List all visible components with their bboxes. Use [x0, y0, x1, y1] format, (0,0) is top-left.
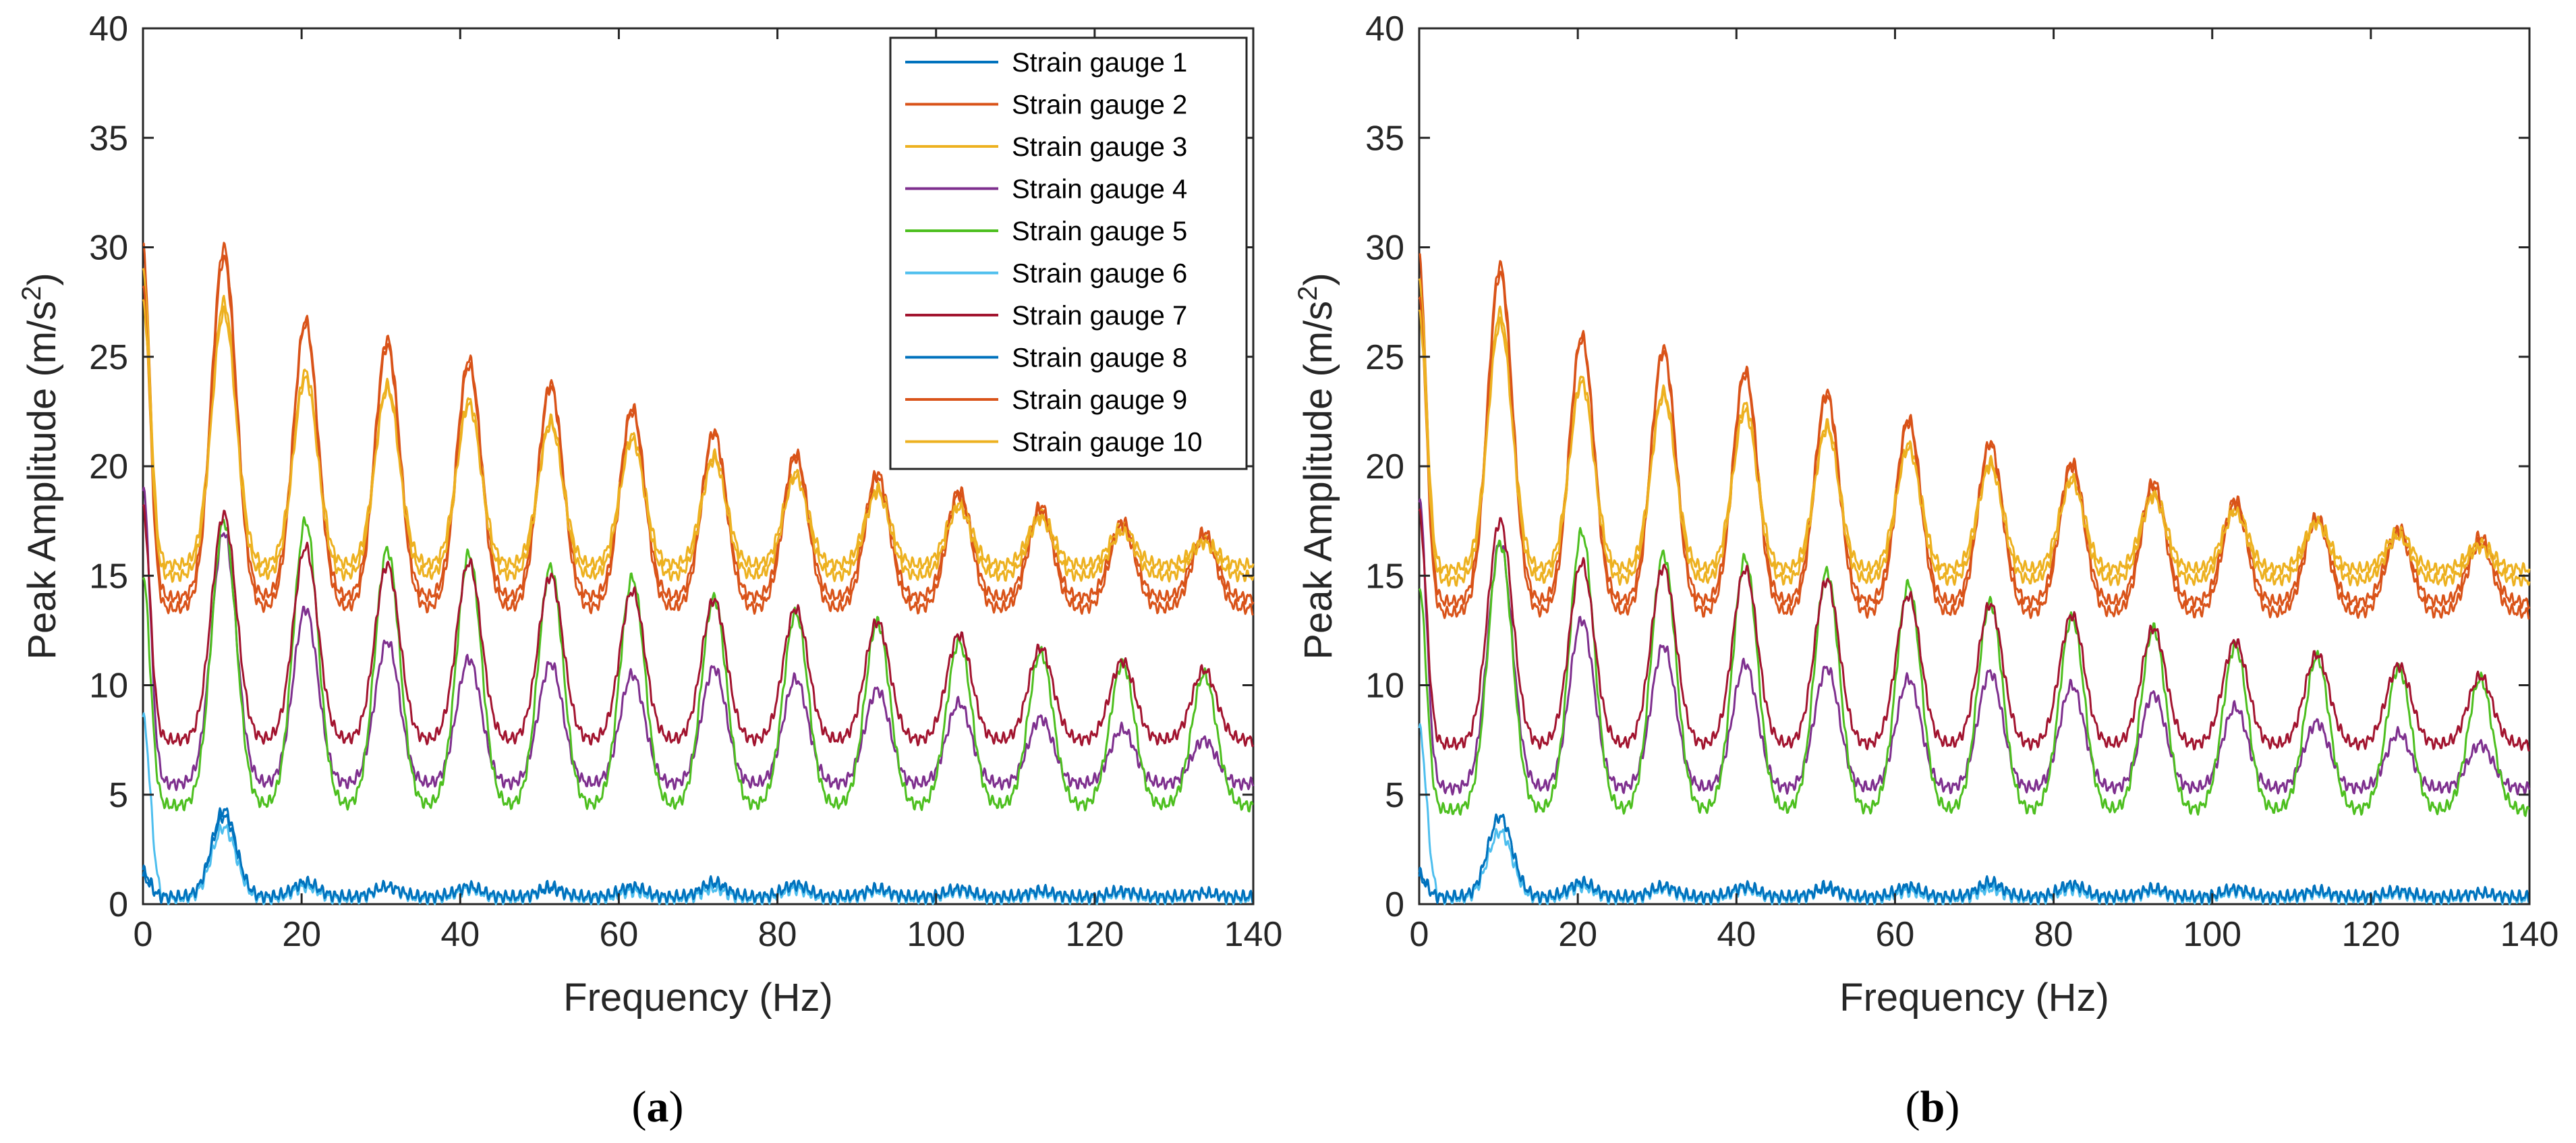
- series-line-strain-gauge-2: [1419, 253, 2531, 609]
- legend-label-strain-gauge-9: Strain gauge 9: [1012, 385, 1187, 415]
- series-line-strain-gauge-8: [142, 807, 1255, 904]
- y-tick-label: 5: [1385, 776, 1404, 815]
- y-axis-label: Peak Amplitude (m/s2): [17, 273, 64, 659]
- legend-label-strain-gauge-6: Strain gauge 6: [1012, 259, 1187, 289]
- y-tick-label: 30: [1365, 229, 1404, 268]
- series-line-strain-gauge-5: [1418, 527, 2530, 817]
- legend-label-strain-gauge-8: Strain gauge 8: [1012, 343, 1187, 373]
- x-tick-label: 60: [600, 915, 639, 954]
- x-tick-label: 120: [1065, 915, 1124, 954]
- y-tick-label: 35: [1365, 119, 1404, 158]
- x-tick-label: 120: [2341, 915, 2400, 954]
- x-tick-label: 140: [1224, 915, 1283, 954]
- y-tick-label: 10: [89, 667, 128, 706]
- series-line-strain-gauge-5: [142, 516, 1254, 813]
- legend-label-strain-gauge-1: Strain gauge 1: [1012, 48, 1187, 78]
- series-line-strain-gauge-8: [1418, 813, 2531, 904]
- series-line-strain-gauge-10: [1418, 309, 2531, 587]
- y-axis-label-superscript: 2: [17, 286, 47, 301]
- x-tick-label: 60: [1876, 915, 1915, 954]
- axes-box: [1418, 27, 2531, 905]
- y-tick-label: 20: [1365, 447, 1404, 486]
- legend-label-strain-gauge-10: Strain gauge 10: [1012, 428, 1202, 457]
- legend-label-strain-gauge-5: Strain gauge 5: [1012, 217, 1187, 246]
- y-tick-label: 30: [89, 229, 128, 268]
- panel-caption-b: (b): [1906, 1082, 1960, 1132]
- y-axis-label: Peak Amplitude (m/s2): [1293, 273, 1340, 659]
- y-tick-label: 35: [89, 119, 128, 158]
- legend-label-strain-gauge-3: Strain gauge 3: [1012, 132, 1187, 162]
- y-tick-label: 15: [1365, 557, 1404, 596]
- series-group: [142, 242, 1255, 905]
- x-tick-label: 40: [1717, 915, 1756, 954]
- chart-panel-a: 0 20 40 60 80 100 120 140 0 5 10 15 20 25 30 35 40 Freque…: [17, 9, 1282, 1132]
- y-tick-label: 0: [1385, 885, 1404, 924]
- x-tick-label: 40: [440, 915, 480, 954]
- panel-caption-a: (a): [632, 1082, 684, 1132]
- series-line-strain-gauge-10: [142, 299, 1255, 583]
- x-tick-label: 100: [907, 915, 965, 954]
- chart-panel-b: 0 20 40 60 80 100 120 140 0 5 10 15 20 25 30 35 40 Freque…: [1293, 9, 2558, 1132]
- x-tick-label: 20: [282, 915, 321, 954]
- x-tick-label: 20: [1558, 915, 1597, 954]
- y-tick-label: 40: [1365, 9, 1404, 49]
- y-tick-label: 40: [89, 9, 128, 49]
- y-axis-label-suffix: ): [1296, 273, 1340, 285]
- y-tick-label: 20: [89, 447, 128, 486]
- panel-caption-letter: b: [1920, 1082, 1945, 1132]
- y-axis-label-main: Peak Amplitude (m/s: [1296, 301, 1340, 660]
- x-tick-label: 0: [1410, 915, 1429, 954]
- x-axis-label: Frequency (Hz): [1839, 976, 2109, 1020]
- x-tick-label: 100: [2183, 915, 2241, 954]
- series-line-strain-gauge-7: [142, 504, 1255, 748]
- legend: Strain gauge 1 Strain gauge 2 Strain gauge…: [889, 36, 1248, 470]
- x-axis-label: Frequency (Hz): [563, 976, 833, 1020]
- x-tick-label: 0: [134, 915, 153, 954]
- y-axis-label-main: Peak Amplitude (m/s: [20, 301, 64, 660]
- x-tick-label: 80: [2034, 915, 2073, 954]
- x-tick-label: 80: [758, 915, 797, 954]
- legend-label-strain-gauge-4: Strain gauge 4: [1012, 175, 1187, 204]
- series-line-strain-gauge-7: [1418, 508, 2531, 752]
- y-tick-label: 0: [109, 885, 128, 924]
- y-tick-label: 5: [109, 776, 128, 815]
- y-tick-label: 10: [1365, 667, 1404, 706]
- y-axis-label-suffix: ): [20, 273, 64, 285]
- y-tick-label: 15: [89, 557, 128, 596]
- panel-caption-letter: a: [647, 1082, 669, 1132]
- series-group: [1418, 253, 2531, 905]
- legend-label-strain-gauge-2: Strain gauge 2: [1012, 90, 1187, 120]
- y-tick-label: 25: [89, 338, 128, 377]
- x-tick-label: 140: [2500, 915, 2559, 954]
- y-tick-label: 25: [1365, 338, 1404, 377]
- legend-box: [889, 36, 1248, 470]
- y-axis-label-superscript: 2: [1293, 286, 1323, 301]
- series-line-strain-gauge-6: [1418, 723, 2531, 905]
- legend-label-strain-gauge-7: Strain gauge 7: [1012, 301, 1187, 331]
